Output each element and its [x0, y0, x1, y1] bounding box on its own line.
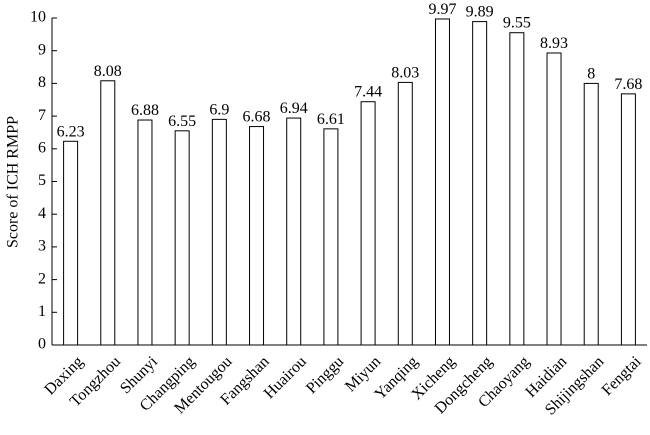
bar — [509, 32, 525, 346]
bar — [286, 117, 302, 346]
y-tick-label: 7 — [38, 107, 46, 124]
x-tick-label: Huairou — [261, 353, 310, 402]
y-tick-label: 3 — [38, 238, 46, 255]
x-tick-label: Fengtai — [599, 353, 645, 399]
bar — [360, 101, 376, 346]
bar — [583, 82, 599, 346]
y-tick-label: 4 — [38, 205, 46, 222]
data-label: 9.89 — [466, 4, 494, 21]
data-label: 6.88 — [131, 102, 159, 119]
bar — [174, 130, 190, 346]
y-tick-label: 2 — [38, 270, 46, 287]
data-label: 6.61 — [317, 111, 345, 128]
y-tick-label: 1 — [38, 303, 46, 320]
bar — [323, 128, 339, 346]
data-label: 7.44 — [354, 84, 382, 101]
y-tick-label: 10 — [30, 9, 46, 26]
bar — [620, 93, 636, 346]
x-tick-label: Pinggu — [303, 353, 347, 397]
bar — [100, 80, 116, 346]
bar — [211, 118, 227, 346]
data-label: 8 — [587, 65, 595, 82]
data-label: 8.08 — [94, 63, 122, 80]
y-axis-label: Score of ICH RMPP — [5, 116, 22, 248]
data-label: 9.97 — [428, 1, 456, 18]
bar — [546, 52, 562, 346]
bar — [397, 81, 413, 346]
data-label: 8.93 — [540, 35, 568, 52]
y-tick-label: 0 — [38, 336, 46, 353]
data-label: 6.23 — [57, 123, 85, 140]
data-label: 6.55 — [168, 113, 196, 130]
y-tick-label: 5 — [38, 172, 46, 189]
bar — [249, 126, 265, 346]
data-label: 7.68 — [614, 76, 642, 93]
bar — [472, 21, 488, 346]
y-tick-label: 9 — [38, 41, 46, 58]
bar — [63, 140, 79, 346]
data-label: 8.03 — [391, 64, 419, 81]
y-tick-label: 8 — [38, 74, 46, 91]
data-label: 6.94 — [280, 100, 308, 117]
y-tick-label: 6 — [38, 139, 46, 156]
bar — [434, 18, 450, 346]
data-label: 9.55 — [503, 15, 531, 32]
data-label: 6.68 — [243, 109, 271, 126]
bar — [137, 119, 153, 346]
data-label: 6.9 — [209, 101, 229, 118]
